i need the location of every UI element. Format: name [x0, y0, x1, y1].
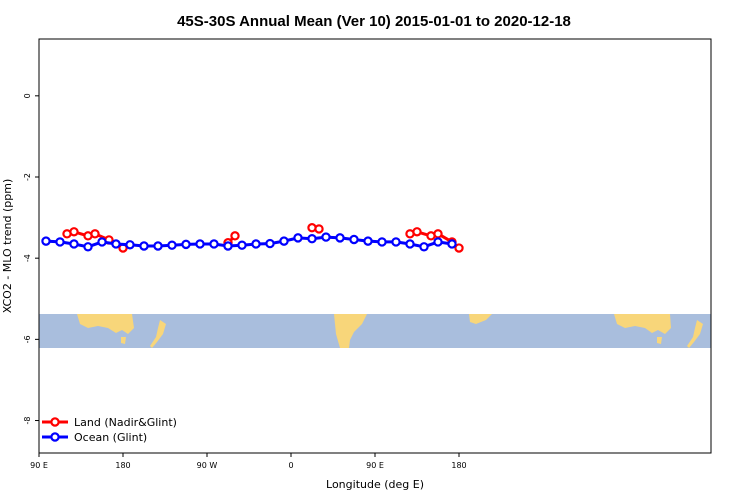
- y-tick-label: -4: [23, 254, 32, 262]
- series-ocean-point: [41, 236, 51, 246]
- series-ocean-point: [293, 233, 303, 243]
- legend-label: Ocean (Glint): [74, 431, 147, 444]
- map-land-south-america: [334, 314, 367, 348]
- series-land-point: [90, 229, 100, 239]
- map-land-australia: [77, 314, 134, 334]
- series-ocean-point: [377, 237, 387, 247]
- series-ocean-point: [139, 241, 149, 251]
- series-ocean-point: [153, 241, 163, 251]
- series-ocean-point: [265, 238, 275, 249]
- map-land-new-zealand: [150, 320, 166, 348]
- series-ocean-point: [55, 237, 65, 247]
- x-tick-label: 180: [451, 461, 466, 470]
- series-land-point: [230, 231, 240, 241]
- series-ocean-point: [279, 236, 289, 246]
- x-tick-label: 90 W: [197, 461, 218, 470]
- series-land-point: [454, 243, 464, 253]
- series-ocean-point: [167, 240, 177, 250]
- series-ocean-point: [195, 239, 205, 249]
- y-tick-label: -8: [23, 417, 32, 425]
- x-tick-label: 180: [115, 461, 130, 470]
- y-tick-label: -2: [23, 173, 32, 181]
- x-axis-label: Longitude (deg E): [326, 478, 424, 491]
- x-tick-label: 90 E: [366, 461, 384, 470]
- map-land-new-zealand-repeat: [687, 320, 703, 348]
- series-ocean-point: [223, 241, 233, 251]
- y-tick-label: -6: [23, 335, 32, 343]
- y-tick-label: 0: [23, 93, 32, 98]
- series-ocean-point: [69, 239, 79, 249]
- series-ocean-point: [349, 234, 359, 245]
- map-land-tasmania-repeat: [657, 337, 662, 344]
- series-ocean-point: [83, 242, 93, 252]
- x-axis: 90 E 180 90 W 0 90 E 180: [30, 453, 467, 470]
- series-ocean-point: [307, 233, 317, 244]
- series-ocean: [41, 232, 457, 252]
- map-land-africa: [469, 314, 492, 324]
- series-land-point: [433, 229, 443, 239]
- series-land-point: [412, 227, 422, 237]
- series-land-point: [314, 224, 324, 234]
- legend: Land (Nadir&Glint) Ocean (Glint): [42, 416, 177, 444]
- map-land-australia-repeat: [614, 314, 671, 334]
- map-ocean: [39, 314, 711, 348]
- series-ocean-point: [237, 240, 247, 250]
- map-strip: [39, 314, 711, 348]
- series-ocean-point: [209, 239, 219, 249]
- series-ocean-point: [111, 239, 121, 249]
- series-ocean-point: [251, 239, 261, 249]
- series-land: [62, 223, 464, 253]
- legend-swatch-marker: [50, 417, 60, 427]
- y-axis-label: XCO2 - MLO trend (ppm): [1, 179, 14, 314]
- series-ocean-point: [321, 232, 331, 242]
- series-ocean-point: [433, 237, 443, 247]
- y-axis: 0 -2 -4 -6 -8: [23, 93, 39, 425]
- x-tick-label: 0: [288, 461, 293, 470]
- chart-title: 45S-30S Annual Mean (Ver 10) 2015-01-01 …: [177, 13, 571, 30]
- legend-item-land: Land (Nadir&Glint): [42, 416, 177, 429]
- series-land-point: [69, 227, 79, 237]
- series-ocean-point: [363, 236, 373, 246]
- series-ocean-point: [125, 240, 135, 250]
- series-ocean-point: [419, 242, 429, 252]
- series-ocean-point: [405, 239, 415, 249]
- series-ocean-point: [181, 239, 191, 250]
- map-land-tasmania: [121, 337, 126, 344]
- legend-swatch-marker: [50, 432, 60, 442]
- legend-label: Land (Nadir&Glint): [74, 416, 177, 429]
- series-ocean-point: [447, 239, 457, 249]
- series-ocean-point: [391, 237, 401, 247]
- series-ocean-point: [97, 237, 107, 247]
- series-layer: [41, 223, 464, 253]
- x-tick-label: 90 E: [30, 461, 48, 470]
- legend-item-ocean: Ocean (Glint): [42, 431, 147, 444]
- series-ocean-point: [335, 233, 345, 243]
